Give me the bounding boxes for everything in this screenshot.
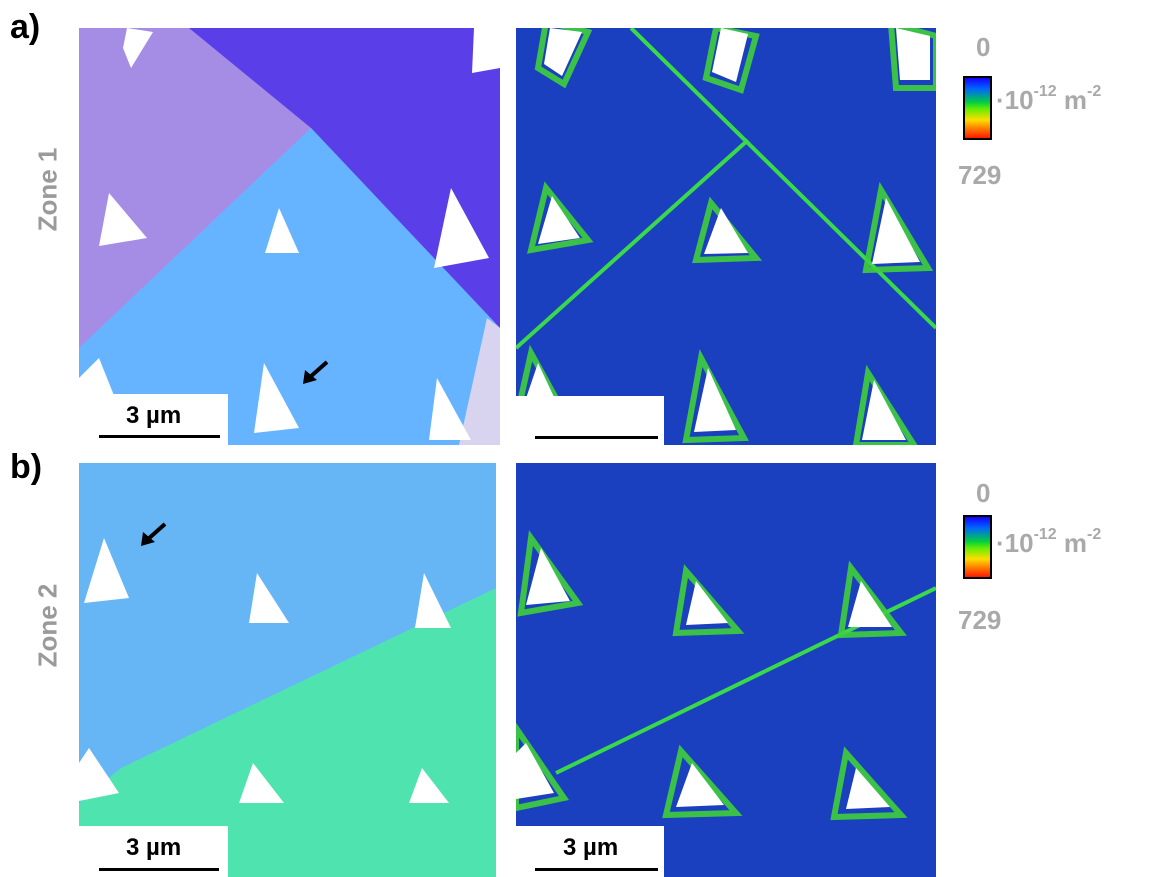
gnd-map-zone-1	[516, 28, 936, 445]
arrow-icon	[303, 360, 329, 384]
panel-letter-a: a)	[10, 8, 41, 46]
colorbar-unit: ·10-12 m-2	[996, 83, 1102, 115]
indent	[79, 748, 119, 801]
scalebar-line	[99, 868, 219, 871]
indent	[544, 28, 582, 76]
indent	[249, 573, 289, 623]
indent	[472, 28, 500, 73]
orientation-map-zone-1	[79, 28, 500, 445]
grain-boundary	[629, 28, 936, 330]
indent	[254, 363, 299, 433]
grain-aqua-green	[79, 588, 496, 877]
indent	[84, 538, 129, 603]
indent	[99, 193, 147, 246]
orientation-map-zone-2	[79, 463, 496, 877]
indent	[409, 768, 449, 803]
colorbar	[963, 76, 992, 140]
scalebar-box-b-left: 3 µm	[79, 826, 228, 877]
colorbar-max-label: 729	[958, 160, 1002, 190]
colorbar-max-label: 729	[958, 605, 1002, 635]
indent	[239, 763, 284, 803]
indent	[526, 548, 570, 605]
gnd-map-zone-2	[516, 463, 936, 877]
arrow-icon	[141, 522, 167, 546]
indent	[846, 768, 890, 809]
indents	[516, 548, 892, 809]
zone-label-2: Zone 2	[32, 583, 63, 668]
scalebar-label: 3 µm	[563, 834, 619, 861]
colorbar-min-label: 0	[976, 478, 991, 508]
scalebar-line	[535, 868, 658, 871]
indent	[429, 378, 471, 440]
grain-light-blue	[79, 128, 500, 445]
colorbar-unit: ·10-12 m-2	[996, 526, 1102, 558]
indent	[848, 581, 892, 627]
grain-blue-violet	[189, 28, 500, 328]
colorbar	[963, 515, 992, 579]
grain-boundary	[516, 138, 750, 350]
scalebar-label: 3 µm	[126, 402, 182, 429]
gnd-halos	[516, 530, 908, 821]
indent	[415, 573, 451, 628]
indent	[862, 380, 906, 440]
indent	[694, 368, 736, 432]
indents	[79, 538, 451, 803]
scalebar-box-b-right: 3 µm	[516, 826, 664, 877]
indent	[872, 198, 920, 264]
indent	[704, 208, 748, 254]
panel-letter-b: b)	[10, 448, 43, 486]
colorbar-min-label: 0	[976, 32, 991, 62]
indent	[538, 196, 580, 244]
scalebar-label: 3 µm	[126, 834, 182, 861]
indent	[712, 28, 748, 82]
indent	[896, 28, 930, 80]
scalebar-box-a-left: 3 µm	[79, 394, 228, 445]
indent	[686, 581, 728, 625]
indent	[434, 188, 489, 268]
grain-pale-corner	[459, 318, 500, 445]
scalebar-box-a-right	[516, 396, 664, 445]
scalebar-line	[535, 436, 658, 439]
scalebar-line	[99, 435, 220, 438]
indent	[516, 743, 554, 799]
indent	[676, 763, 724, 807]
indent	[265, 208, 299, 253]
indent	[123, 28, 153, 68]
zone-label-1: Zone 1	[32, 147, 63, 232]
